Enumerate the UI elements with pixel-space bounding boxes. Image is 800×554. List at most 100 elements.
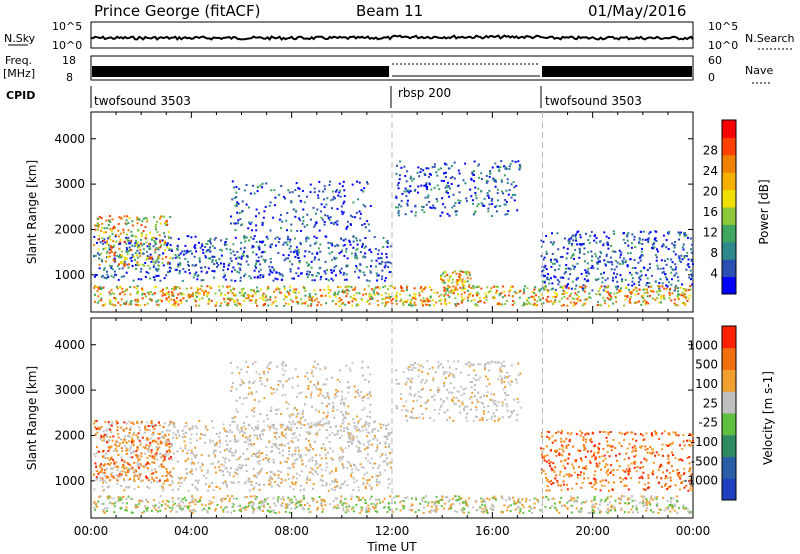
echo-cell: [432, 204, 435, 207]
echo-cell: [376, 446, 379, 449]
echo-cell: [455, 210, 458, 213]
echo-cell: [335, 467, 338, 470]
echo-cell: [129, 467, 132, 470]
echo-cell: [286, 290, 289, 293]
echo-cell: [271, 271, 274, 274]
echo-cell: [435, 301, 438, 304]
echo-cell: [136, 241, 139, 244]
echo-cell: [329, 216, 332, 219]
echo-cell: [469, 381, 472, 384]
echo-cell: [296, 252, 299, 255]
echo-cell: [300, 391, 303, 394]
echo-cell: [139, 248, 142, 251]
echo-cell: [213, 238, 216, 241]
echo-cell: [230, 260, 233, 262]
echo-cell: [324, 396, 326, 399]
echo-cell: [471, 381, 473, 384]
echo-cell: [161, 455, 164, 458]
echo-cell: [387, 296, 390, 299]
echo-cell: [578, 285, 581, 288]
echo-cell: [177, 488, 180, 491]
echo-cell: [494, 162, 497, 165]
echo-cell: [238, 256, 241, 259]
echo-cell: [163, 453, 166, 456]
echo-cell: [300, 426, 303, 429]
echo-cell: [335, 469, 337, 472]
echo-cell: [474, 186, 477, 189]
echo-cell: [691, 488, 694, 491]
echo-cell: [626, 235, 629, 238]
echo-cell: [292, 208, 295, 211]
echo-cell: [287, 378, 290, 381]
echo-cell: [103, 227, 106, 230]
echo-cell: [344, 417, 347, 420]
echo-cell: [285, 295, 288, 298]
echo-cell: [175, 268, 178, 271]
echo-cell: [290, 200, 293, 203]
echo-cell: [682, 248, 685, 251]
echo-cell: [519, 406, 522, 409]
echo-cell: [147, 479, 150, 482]
echo-cell: [276, 365, 279, 368]
echo-cell: [232, 266, 235, 269]
echo-cell: [123, 489, 126, 492]
echo-cell: [490, 215, 493, 217]
echo-cell: [265, 235, 268, 238]
echo-cell: [670, 299, 673, 302]
echo-cell: [189, 471, 192, 474]
echo-cell: [303, 488, 305, 491]
echo-cell: [574, 292, 577, 295]
echo-cell: [327, 396, 330, 399]
echo-cell: [147, 272, 150, 275]
echo-cell: [176, 300, 179, 303]
echo-cell: [315, 275, 318, 277]
echo-cell: [313, 242, 316, 245]
echo-cell: [395, 297, 398, 300]
echo-cell: [308, 426, 311, 429]
echo-cell: [325, 422, 328, 425]
echo-cell: [366, 422, 369, 425]
echo-cell: [231, 417, 234, 420]
echo-cell: [624, 470, 627, 473]
echo-cell: [357, 441, 360, 444]
echo-cell: [474, 191, 477, 194]
echo-cell: [218, 289, 221, 292]
echo-cell: [117, 441, 120, 444]
echo-cell: [122, 464, 125, 466]
echo-cell: [176, 247, 179, 250]
echo-cell: [405, 301, 408, 304]
echo-cell: [166, 478, 169, 481]
echo-cell: [615, 286, 618, 289]
echo-cell: [400, 397, 403, 400]
echo-cell: [354, 256, 356, 259]
echo-cell: [645, 302, 647, 305]
echo-cell: [106, 476, 109, 479]
echo-cell: [194, 456, 197, 459]
echo-cell: [674, 268, 677, 271]
echo-cell: [510, 380, 513, 383]
echo-cell: [329, 242, 332, 245]
echo-cell: [516, 397, 519, 400]
echo-cell: [406, 199, 409, 202]
echo-cell: [339, 195, 342, 198]
echo-cell: [111, 251, 113, 254]
echo-cell: [248, 477, 251, 480]
echo-cell: [550, 480, 553, 482]
echo-cell: [144, 275, 147, 278]
echo-cell: [489, 170, 491, 173]
echo-cell: [670, 258, 673, 261]
echo-cell: [114, 304, 117, 307]
echo-cell: [179, 485, 182, 488]
echo-cell: [266, 414, 269, 417]
echo-cell: [657, 267, 659, 270]
echo-cell: [497, 361, 500, 364]
echo-cell: [445, 184, 448, 187]
echo-cell: [409, 190, 412, 193]
echo-cell: [153, 479, 156, 482]
echo-cell: [495, 180, 497, 183]
echo-cell: [248, 275, 251, 278]
echo-cell: [173, 299, 176, 302]
echo-cell: [123, 256, 126, 259]
echo-cell: [157, 432, 160, 435]
